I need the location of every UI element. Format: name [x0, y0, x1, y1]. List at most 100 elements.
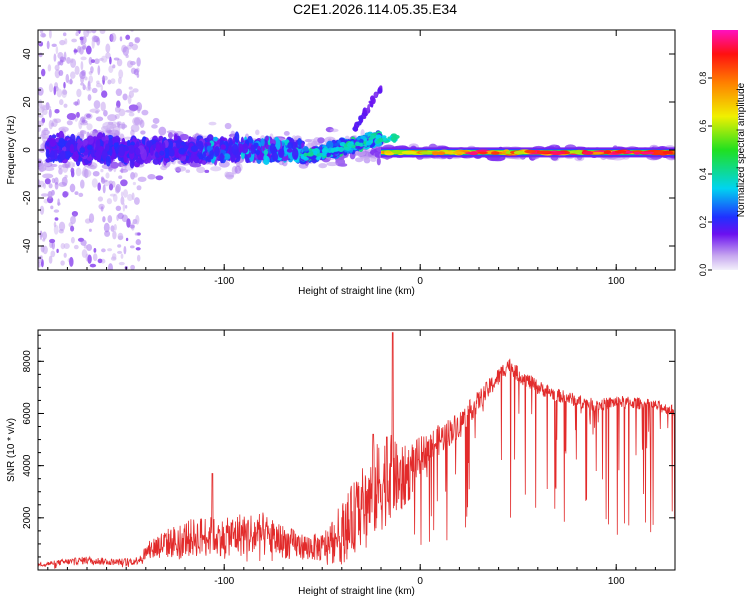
spectro-weak-dot [48, 30, 52, 39]
spectro-weak-dot [57, 51, 64, 60]
colorbar: 0.0 0.2 0.4 0.6 0.8 Normalized spectral ampli… [698, 30, 747, 276]
spectro-weak-dot [69, 78, 73, 85]
spectro-core [59, 150, 66, 161]
spectro-halo [137, 176, 147, 182]
spectro-weak-dot [125, 54, 129, 58]
spectro-weak-dot [101, 248, 106, 253]
spectro-core [71, 154, 77, 160]
spectro-weak-dot [116, 214, 119, 221]
spectro-weak-dot [54, 217, 59, 221]
spectro-bright [366, 140, 372, 146]
spectro-core [49, 137, 56, 147]
spectro-core [220, 144, 226, 150]
spectro-weak-dot [128, 86, 133, 90]
spectro-halo [53, 118, 62, 124]
spectro-weak-dot [106, 198, 113, 205]
spectro-weak-dot [105, 172, 110, 179]
spectro-weak-dot [64, 174, 68, 179]
spectro-weak-dot [132, 88, 139, 93]
spectro-weak-dot [136, 57, 141, 67]
spectro-weak-dot [48, 183, 53, 189]
spectro-halo [167, 132, 174, 139]
snr-frame [37, 329, 676, 571]
spectro-weak-dot [86, 123, 93, 131]
spectro-core [175, 139, 181, 149]
spectro-bright [303, 152, 308, 157]
spectro-weak-dot [94, 58, 100, 65]
spectro-weak-dot [76, 111, 80, 118]
spectro-weak-dot [126, 60, 134, 68]
spectro-core [219, 152, 224, 164]
y-tick-label-spectrogram: 40 [22, 48, 33, 60]
spectro-weak-dot [97, 196, 104, 202]
spectro-weak-dot [75, 31, 79, 37]
spectro-weak-dot [70, 225, 75, 232]
spectro-weak-dot [117, 232, 124, 241]
spectro-halo [114, 185, 120, 194]
colorbar-label: Normalized spectral amplitude [736, 82, 747, 217]
spectro-weak-dot [115, 205, 122, 211]
spectro-weak-dot [136, 73, 140, 78]
spectro-core [61, 146, 67, 152]
spectro-weak-dot [39, 205, 45, 215]
colorbar-tick-label: 0.8 [698, 72, 708, 85]
spectro-weak-dot [79, 36, 84, 41]
spectro-core [45, 148, 50, 159]
spectro-line-core [477, 151, 489, 155]
colorbar-tick-label: 0.4 [698, 168, 708, 181]
spectro-weak-dot [118, 261, 125, 266]
spectro-weak-dot [93, 248, 97, 253]
spectro-bright [378, 137, 384, 143]
spectro-streak [352, 126, 357, 131]
spectro-weak-dot [122, 46, 129, 56]
spectro-line-core [442, 151, 454, 154]
spectro-core [169, 140, 174, 150]
spectro-core [190, 145, 198, 153]
spectro-core [287, 141, 294, 150]
spectro-core [152, 143, 157, 150]
spectro-bright [330, 148, 335, 153]
spectro-halo [100, 179, 108, 183]
spectro-weak-dot [112, 64, 116, 69]
spectro-core [263, 149, 269, 156]
spectro-line-core [640, 151, 655, 155]
spectro-halo [210, 166, 222, 172]
spectro-weak-dot [130, 264, 135, 270]
spectro-weak-dot [40, 68, 46, 77]
spectro-core [209, 149, 214, 160]
spectro-weak-dot [125, 237, 129, 242]
spectro-halo [166, 130, 176, 134]
spectro-bright [306, 152, 312, 157]
spectro-bright [322, 151, 327, 157]
spectro-core [51, 134, 57, 139]
spectro-weak-dot [73, 244, 79, 250]
spectro-weak-dot [134, 232, 139, 236]
spectro-weak-dot [112, 230, 117, 240]
spectrogram-panel: -100 0 100 -40 -20 0 20 40 Height of straight li… [6, 29, 676, 297]
spectro-weak-dot [100, 206, 104, 212]
colorbar-bar [712, 30, 738, 270]
spectro-line-core [437, 151, 446, 155]
spectro-weak-dot [90, 59, 95, 63]
spectro-halo [326, 161, 339, 167]
spectro-weak-dot [128, 112, 135, 117]
spectro-weak-dot [135, 247, 141, 251]
spectro-weak-dot [85, 85, 92, 92]
spectro-halo [43, 161, 53, 168]
spectro-halo [255, 129, 260, 136]
spectro-weak-dot [81, 69, 86, 76]
spectro-line-core [574, 149, 584, 154]
spectro-weak-dot [85, 45, 92, 55]
spectro-weak-dot [71, 38, 77, 43]
x-tick-label-spectrogram: 100 [608, 276, 625, 287]
spectro-halo [81, 169, 92, 178]
spectro-halo [128, 104, 139, 112]
spectro-halo [356, 150, 366, 157]
spectro-weak-dot [63, 51, 67, 60]
spectro-weak-dot [108, 263, 113, 270]
x-axis-label-spectrogram: Height of straight line (km) [298, 286, 415, 297]
x-tick-label-snr: 100 [608, 576, 625, 587]
spectro-line-core [591, 151, 605, 155]
spectro-core [255, 149, 261, 156]
spectro-weak-dot [59, 39, 66, 46]
